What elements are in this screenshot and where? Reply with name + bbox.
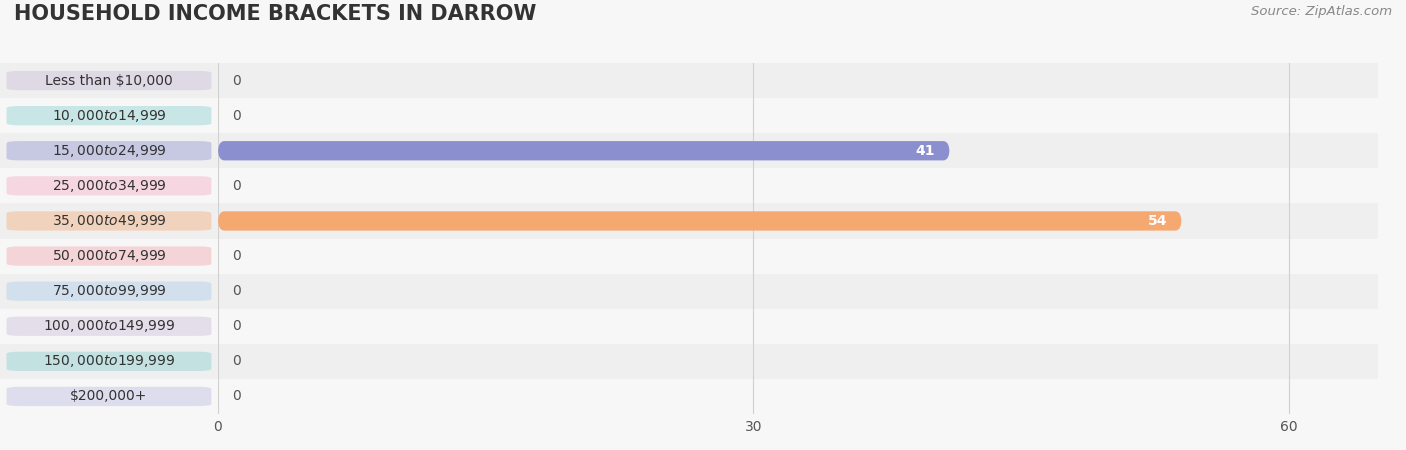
Text: 41: 41 [915, 144, 935, 158]
Bar [218, 238, 1378, 274]
Text: $35,000 to $49,999: $35,000 to $49,999 [52, 213, 166, 229]
Text: 0: 0 [232, 284, 240, 298]
Bar [0, 168, 218, 203]
Bar [0, 63, 218, 98]
Text: $150,000 to $199,999: $150,000 to $199,999 [42, 353, 176, 369]
Text: $50,000 to $74,999: $50,000 to $74,999 [52, 248, 166, 264]
Bar [0, 238, 218, 274]
FancyBboxPatch shape [7, 387, 211, 406]
Bar [0, 309, 218, 344]
Text: Source: ZipAtlas.com: Source: ZipAtlas.com [1251, 4, 1392, 18]
FancyBboxPatch shape [7, 71, 211, 90]
Bar [218, 203, 1378, 238]
Bar [0, 98, 218, 133]
Text: $75,000 to $99,999: $75,000 to $99,999 [52, 283, 166, 299]
FancyBboxPatch shape [7, 212, 211, 230]
FancyBboxPatch shape [7, 317, 211, 336]
Text: 0: 0 [232, 73, 240, 88]
Text: $100,000 to $149,999: $100,000 to $149,999 [42, 318, 176, 334]
Bar [218, 98, 1378, 133]
Bar [0, 379, 218, 414]
FancyBboxPatch shape [7, 141, 211, 160]
Text: 0: 0 [232, 179, 240, 193]
Bar [218, 344, 1378, 379]
Text: HOUSEHOLD INCOME BRACKETS IN DARROW: HOUSEHOLD INCOME BRACKETS IN DARROW [14, 4, 537, 24]
FancyBboxPatch shape [218, 212, 1181, 230]
Text: 0: 0 [232, 319, 240, 333]
Text: 0: 0 [232, 354, 240, 369]
FancyBboxPatch shape [7, 282, 211, 301]
Text: $15,000 to $24,999: $15,000 to $24,999 [52, 143, 166, 159]
FancyBboxPatch shape [7, 106, 211, 125]
Text: Less than $10,000: Less than $10,000 [45, 73, 173, 88]
Bar [218, 379, 1378, 414]
Text: 0: 0 [232, 389, 240, 404]
Text: $200,000+: $200,000+ [70, 389, 148, 404]
Bar [218, 168, 1378, 203]
Bar [218, 309, 1378, 344]
FancyBboxPatch shape [218, 141, 949, 160]
Bar [218, 133, 1378, 168]
FancyBboxPatch shape [7, 352, 211, 371]
Bar [218, 63, 1378, 98]
Bar [0, 133, 218, 168]
Text: 0: 0 [232, 249, 240, 263]
Text: $25,000 to $34,999: $25,000 to $34,999 [52, 178, 166, 194]
Text: $10,000 to $14,999: $10,000 to $14,999 [52, 108, 166, 124]
Text: 54: 54 [1147, 214, 1167, 228]
Text: 0: 0 [232, 108, 240, 123]
Bar [218, 274, 1378, 309]
Bar [0, 344, 218, 379]
FancyBboxPatch shape [7, 247, 211, 266]
FancyBboxPatch shape [7, 176, 211, 195]
Bar [0, 274, 218, 309]
Bar [0, 203, 218, 238]
